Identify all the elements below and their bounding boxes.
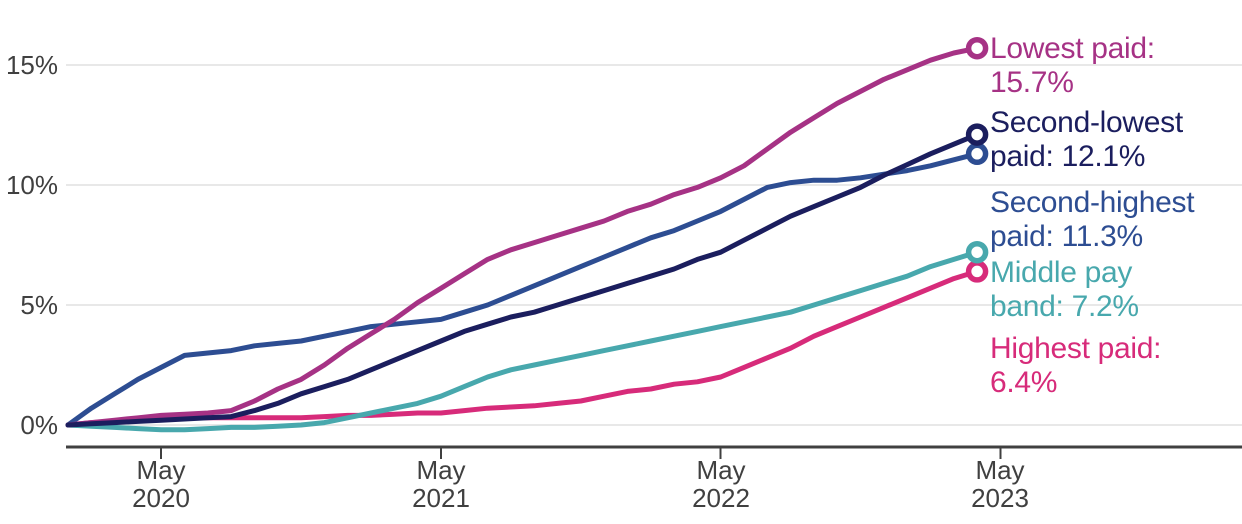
- end-marker-second-highest-paid: [965, 142, 989, 166]
- y-axis-label-15: 15%: [5, 50, 58, 80]
- x-tick-year: 2022: [692, 483, 750, 513]
- annotation-line: Middle pay: [990, 256, 1133, 289]
- annotation-line: Second-highest: [990, 186, 1195, 219]
- annotation-line: Highest paid:: [990, 332, 1162, 365]
- y-axis-label-10: 10%: [5, 170, 58, 200]
- series-line-second-highest-paid: [65, 151, 980, 428]
- x-axis-label-may-2022: May 2022: [661, 456, 781, 512]
- end-marker-highest-paid: [965, 260, 989, 283]
- series-line-lowest-paid: [65, 45, 980, 428]
- x-axis-label-may-2023: May 2023: [940, 456, 1060, 512]
- annotation-line: paid: 12.1%: [990, 140, 1146, 173]
- series-line-middle-pay-band: [65, 249, 980, 433]
- y-axis-label-5: 5%: [20, 290, 58, 320]
- annotation-line: Lowest paid:: [990, 32, 1155, 65]
- series-line-second-lowest-paid: [65, 132, 980, 428]
- x-axis-label-may-2020: May 2020: [101, 456, 221, 512]
- annotation-second-highest-paid: Second-highest paid: 11.3%: [990, 186, 1240, 254]
- annotation-line: 6.4%: [990, 366, 1058, 399]
- x-tick-year: 2020: [132, 483, 190, 513]
- x-tick-month: May: [696, 455, 746, 485]
- x-tick-year: 2021: [412, 483, 470, 513]
- end-marker-middle-pay-band: [965, 240, 989, 264]
- x-axis-label-may-2021: May 2021: [381, 456, 501, 512]
- x-tick-month: May: [136, 455, 186, 485]
- annotation-lowest-paid: Lowest paid: 15.7%: [990, 32, 1240, 100]
- annotation-line: Second-lowest: [990, 106, 1183, 139]
- annotation-second-lowest-paid: Second-lowest paid: 12.1%: [990, 106, 1240, 174]
- x-tick-month: May: [975, 455, 1025, 485]
- y-axis-label-0: 0%: [20, 410, 58, 440]
- x-tick-month: May: [416, 455, 466, 485]
- x-tick-year: 2023: [971, 483, 1029, 513]
- annotation-highest-paid: Highest paid: 6.4%: [990, 332, 1240, 400]
- annotation-line: paid: 11.3%: [990, 220, 1143, 253]
- annotation-middle-pay-band: Middle pay band: 7.2%: [990, 256, 1240, 324]
- end-marker-second-lowest-paid: [965, 123, 989, 146]
- end-marker-lowest-paid: [965, 36, 989, 60]
- annotation-line: 15.7%: [990, 66, 1074, 99]
- annotation-line: band: 7.2%: [990, 290, 1139, 323]
